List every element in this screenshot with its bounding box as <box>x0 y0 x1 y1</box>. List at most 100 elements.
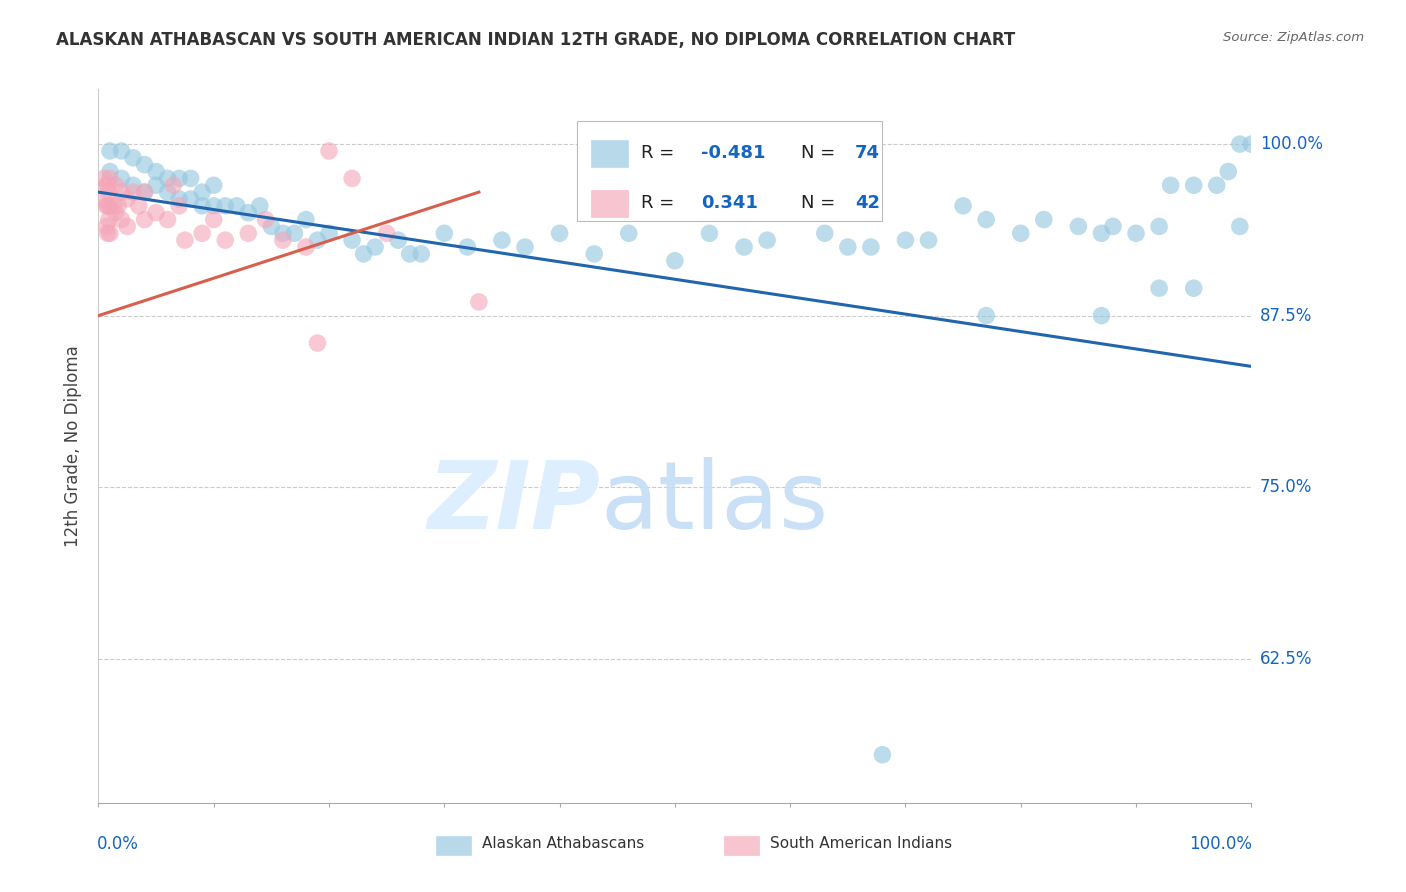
Point <box>340 233 363 247</box>
Point <box>733 240 755 254</box>
Point <box>156 171 179 186</box>
Point <box>307 233 329 247</box>
Point <box>756 233 779 247</box>
Point <box>1032 212 1054 227</box>
Point <box>375 227 398 241</box>
Point <box>249 199 271 213</box>
Point <box>145 205 167 219</box>
Point <box>340 171 363 186</box>
Point <box>191 227 214 241</box>
Point <box>1102 219 1125 234</box>
Point <box>162 178 184 193</box>
Point <box>214 233 236 247</box>
Point <box>1090 227 1112 241</box>
Point <box>307 336 329 351</box>
Point <box>398 247 420 261</box>
Point <box>1182 178 1205 193</box>
Point <box>128 199 150 213</box>
Point <box>167 171 190 186</box>
Text: 42: 42 <box>855 194 880 212</box>
Point <box>271 227 294 241</box>
Bar <box>591 190 627 217</box>
Text: 0.341: 0.341 <box>702 194 758 212</box>
Point <box>318 227 340 241</box>
Point <box>96 219 118 234</box>
Point <box>110 185 132 199</box>
Point <box>583 247 606 261</box>
Text: ALASKAN ATHABASCAN VS SOUTH AMERICAN INDIAN 12TH GRADE, NO DIPLOMA CORRELATION C: ALASKAN ATHABASCAN VS SOUTH AMERICAN IND… <box>56 31 1015 49</box>
Point <box>1010 227 1032 241</box>
Y-axis label: 12th Grade, No Diploma: 12th Grade, No Diploma <box>65 345 83 547</box>
Text: 74: 74 <box>855 145 880 162</box>
Text: 87.5%: 87.5% <box>1260 307 1312 325</box>
Text: N =: N = <box>800 145 841 162</box>
Point <box>110 144 132 158</box>
Text: Source: ZipAtlas.com: Source: ZipAtlas.com <box>1223 31 1364 45</box>
Point <box>1229 219 1251 234</box>
Point <box>174 233 197 247</box>
Point <box>134 212 156 227</box>
Point <box>110 212 132 227</box>
Text: 62.5%: 62.5% <box>1260 649 1312 668</box>
Point <box>617 227 640 241</box>
Point <box>353 247 375 261</box>
Point <box>122 178 145 193</box>
Point <box>433 227 456 241</box>
Point <box>145 164 167 178</box>
Point <box>167 192 190 206</box>
Point <box>104 178 127 193</box>
Bar <box>591 140 627 167</box>
Point <box>104 205 127 219</box>
Point <box>283 227 305 241</box>
Point <box>1147 219 1170 234</box>
Point <box>1229 137 1251 152</box>
Point <box>93 171 115 186</box>
Point <box>1240 137 1263 152</box>
Point <box>156 185 179 199</box>
Text: -0.481: -0.481 <box>702 145 766 162</box>
Point <box>364 240 387 254</box>
Point <box>98 227 121 241</box>
Point <box>238 205 260 219</box>
Point <box>1218 164 1240 178</box>
Point <box>894 233 917 247</box>
Point <box>699 227 721 241</box>
Point <box>872 747 894 762</box>
Point <box>134 158 156 172</box>
Point <box>202 212 225 227</box>
Point <box>93 192 115 206</box>
Point <box>96 178 118 193</box>
Point <box>837 240 859 254</box>
Point <box>122 185 145 199</box>
Point <box>191 185 214 199</box>
Point <box>103 199 125 213</box>
Point <box>202 178 225 193</box>
Point <box>411 247 433 261</box>
Point <box>387 233 409 247</box>
Point <box>260 219 283 234</box>
Point <box>122 151 145 165</box>
Point <box>779 199 801 213</box>
Point <box>318 144 340 158</box>
Point <box>180 192 202 206</box>
Point <box>98 144 121 158</box>
Point <box>917 233 939 247</box>
Point <box>107 199 129 213</box>
Point <box>254 212 277 227</box>
Point <box>1125 227 1147 241</box>
Point <box>98 171 121 186</box>
Point <box>271 233 294 247</box>
Text: 75.0%: 75.0% <box>1260 478 1312 496</box>
Point <box>295 212 318 227</box>
Point <box>1182 281 1205 295</box>
Point <box>1160 178 1182 193</box>
Point <box>952 199 974 213</box>
Point <box>238 227 260 241</box>
Point <box>1090 309 1112 323</box>
Text: N =: N = <box>800 194 841 212</box>
Point <box>1205 178 1227 193</box>
Bar <box>576 121 883 221</box>
Point <box>295 240 318 254</box>
Point <box>1147 281 1170 295</box>
Point <box>97 199 120 213</box>
